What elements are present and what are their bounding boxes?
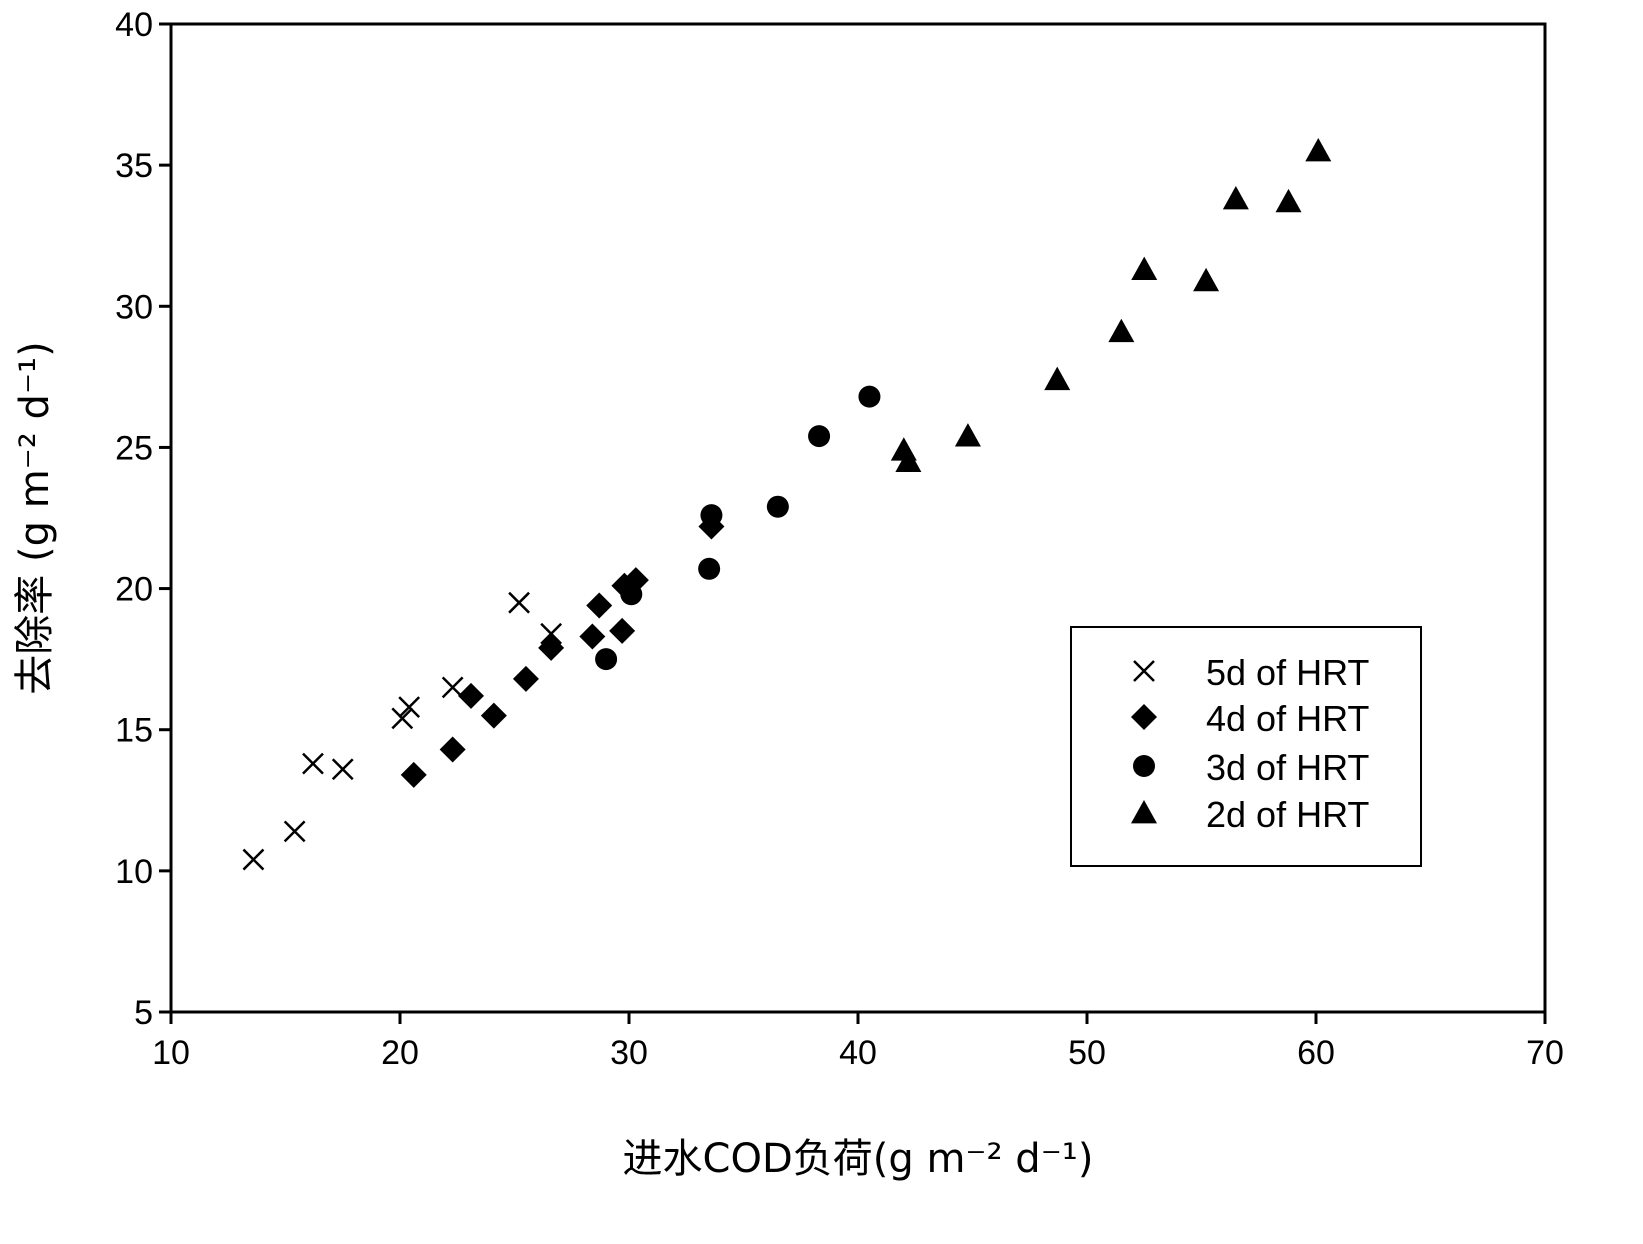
- data-point-triangle: [1131, 256, 1158, 280]
- data-point-x: [508, 591, 530, 614]
- data-point-diamond: [586, 592, 613, 619]
- data-point-circle: [766, 495, 789, 518]
- y-tick-label: 20: [115, 571, 153, 609]
- data-point-triangle: [895, 448, 922, 472]
- data-point-circle: [700, 504, 723, 527]
- y-tick-label: 5: [134, 994, 153, 1032]
- data-point-diamond: [512, 665, 539, 692]
- legend-marker-circle: [1133, 755, 1155, 777]
- data-point-triangle: [1275, 188, 1302, 213]
- x-tick-label: 40: [839, 1034, 877, 1072]
- data-point-x: [398, 696, 421, 719]
- data-point-diamond: [400, 761, 427, 788]
- y-tick-label: 40: [115, 6, 153, 44]
- data-point-circle: [808, 425, 831, 448]
- y-tick-label: 15: [115, 712, 153, 750]
- x-tick-label: 60: [1297, 1034, 1335, 1072]
- data-point-x: [391, 707, 414, 730]
- data-point-x: [331, 758, 354, 781]
- data-point-triangle: [1305, 138, 1332, 162]
- y-tick-label: 30: [115, 288, 153, 326]
- y-axis-ticks: 5 10 15 20 25 30 35 40: [115, 6, 171, 1032]
- x-tick-label: 20: [381, 1034, 419, 1072]
- legend: 5d of HRT 4d of HRT 3d of HRT 2d of HRT: [1070, 626, 1422, 867]
- x-axis-title: 进水COD负荷(g m⁻² d⁻¹): [623, 1136, 1094, 1182]
- x-tick-label: 70: [1526, 1034, 1564, 1072]
- legend-marker-x: [1133, 660, 1155, 682]
- data-point-diamond: [457, 682, 484, 709]
- data-point-x: [242, 848, 265, 871]
- data-point-x: [302, 752, 324, 775]
- data-point-triangle: [1222, 186, 1249, 210]
- data-point-diamond: [579, 623, 606, 650]
- data-point-circle: [595, 648, 618, 671]
- y-axis-title: 去除率 (g m⁻² d⁻¹): [12, 341, 58, 694]
- data-point-triangle: [1193, 267, 1220, 292]
- legend-marker-triangle: [1131, 800, 1157, 824]
- data-point-diamond: [538, 634, 565, 661]
- data-point-diamond: [439, 736, 466, 763]
- data-point-x: [441, 676, 464, 699]
- x-tick-label: 50: [1068, 1034, 1106, 1072]
- data-point-circle: [698, 557, 721, 580]
- y-tick-label: 10: [115, 853, 153, 891]
- x-tick-label: 10: [152, 1034, 190, 1072]
- x-tick-label: 30: [610, 1034, 648, 1072]
- legend-label: 2d of HRT: [1206, 794, 1369, 835]
- data-point-x: [283, 820, 306, 843]
- data-point-circle: [858, 385, 881, 408]
- data-point-circle: [620, 583, 643, 606]
- y-tick-label: 35: [115, 147, 153, 185]
- data-point-triangle: [1044, 366, 1071, 391]
- legend-box: [1070, 626, 1422, 867]
- data-point-diamond: [609, 617, 636, 644]
- data-point-triangle: [1108, 318, 1135, 343]
- data-markers: [242, 138, 1332, 871]
- legend-label: 3d of HRT: [1206, 747, 1369, 788]
- legend-marker-diamond: [1131, 704, 1157, 730]
- legend-label: 5d of HRT: [1206, 652, 1369, 693]
- y-tick-label: 25: [115, 429, 153, 467]
- data-point-diamond: [480, 702, 507, 729]
- legend-label: 4d of HRT: [1206, 698, 1369, 739]
- x-axis-ticks: 10 20 30 40 50 60 70: [152, 1012, 1564, 1072]
- data-point-triangle: [954, 423, 981, 447]
- data-point-x: [540, 622, 563, 645]
